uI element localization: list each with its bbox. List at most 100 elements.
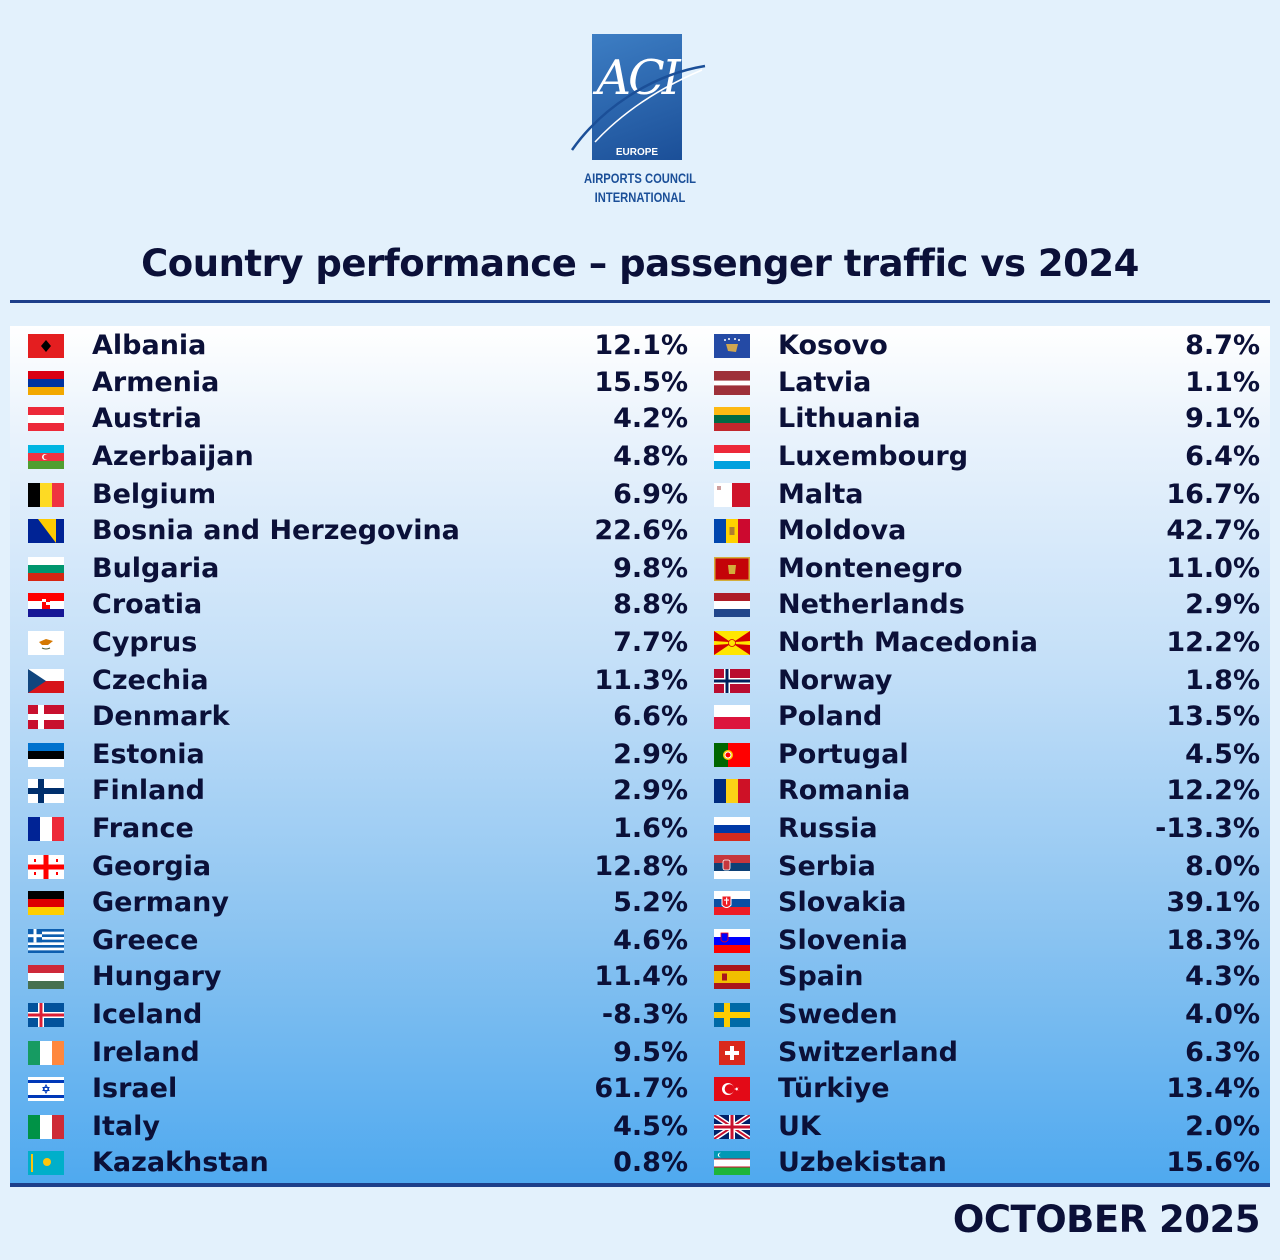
traffic-change-value: 9.8% (613, 553, 688, 584)
iceland-flag-icon (28, 1003, 64, 1027)
table-row-azerbaijan: Azerbaijan 4.8% (10, 439, 688, 475)
spain-flag-icon (714, 965, 750, 989)
country-name: Kazakhstan (92, 1147, 269, 1178)
logo-mark: ACI (596, 50, 680, 106)
traffic-change-value: 4.5% (613, 1111, 688, 1142)
table-row-germany: Germany 5.2% (10, 885, 688, 921)
table-row-uk: UK 2.0% (696, 1109, 1260, 1145)
table-row-switzerland: Switzerland 6.3% (696, 1035, 1260, 1071)
traffic-change-value: 16.7% (1166, 479, 1260, 510)
logo-line-1: AIRPORTS COUNCIL (584, 170, 696, 186)
traffic-change-value: 6.4% (1185, 441, 1260, 472)
lithuania-flag-icon (714, 407, 750, 431)
country-name: Denmark (92, 701, 230, 732)
traffic-change-value: 12.2% (1166, 775, 1260, 806)
greece-flag-icon (28, 929, 64, 953)
albania-flag-icon (28, 334, 64, 358)
period-label: OCTOBER 2025 (952, 1198, 1261, 1241)
table-row-iceland: Iceland -8.3% (10, 997, 688, 1033)
denmark-flag-icon (28, 705, 64, 729)
traffic-change-value: 11.3% (594, 665, 688, 696)
traffic-change-value: 1.6% (613, 813, 688, 844)
moldova-flag-icon (714, 519, 750, 543)
country-name: Luxembourg (778, 441, 969, 472)
table-row-croatia: Croatia 8.8% (10, 587, 688, 623)
traffic-change-value: 5.2% (613, 887, 688, 918)
country-name: Netherlands (778, 589, 965, 620)
table-row-finland: Finland 2.9% (10, 773, 688, 809)
country-name: Estonia (92, 739, 205, 770)
czechia-flag-icon (28, 669, 64, 693)
traffic-change-value: 2.0% (1185, 1111, 1260, 1142)
france-flag-icon (28, 817, 64, 841)
country-name: Germany (92, 887, 229, 918)
traffic-change-value: 4.6% (613, 925, 688, 956)
turkiye-flag-icon (714, 1077, 750, 1101)
country-name: Serbia (778, 851, 876, 882)
country-name: Slovenia (778, 925, 908, 956)
country-name: Iceland (92, 999, 203, 1030)
country-name: Ireland (92, 1037, 200, 1068)
table-row-spain: Spain 4.3% (696, 959, 1260, 995)
bosnia-flag-icon (28, 519, 64, 543)
country-name: Bosnia and Herzegovina (92, 515, 460, 546)
traffic-change-value: 4.2% (613, 403, 688, 434)
table-row-poland: Poland 13.5% (696, 699, 1260, 735)
table-row-turkiye: Türkiye 13.4% (696, 1071, 1260, 1107)
swoosh-icon (570, 64, 706, 151)
country-name: Bulgaria (92, 553, 220, 584)
table-row-malta: Malta 16.7% (696, 477, 1260, 513)
left-column: Albania 12.1% Armenia 15.5% Austria 4.2% Azerb… (10, 326, 688, 1183)
traffic-change-value: 11.0% (1166, 553, 1260, 584)
slovakia-flag-icon (714, 891, 750, 915)
traffic-change-value: 9.5% (613, 1037, 688, 1068)
netherlands-flag-icon (714, 593, 750, 617)
table-row-north-macedonia: North Macedonia 12.2% (696, 625, 1260, 661)
hungary-flag-icon (28, 965, 64, 989)
traffic-change-value: 15.6% (1166, 1147, 1260, 1178)
traffic-change-value: 1.8% (1185, 665, 1260, 696)
table-row-sweden: Sweden 4.0% (696, 997, 1260, 1033)
table-row-italy: Italy 4.5% (10, 1109, 688, 1145)
austria-flag-icon (28, 407, 64, 431)
table-row-russia: Russia -13.3% (696, 811, 1260, 847)
traffic-change-value: 42.7% (1166, 515, 1260, 546)
country-name: Azerbaijan (92, 441, 254, 472)
traffic-change-value: 12.2% (1166, 627, 1260, 658)
country-name: Montenegro (778, 553, 963, 584)
table-row-slovakia: Slovakia 39.1% (696, 885, 1260, 921)
bulgaria-flag-icon (28, 557, 64, 581)
country-name: Croatia (92, 589, 203, 620)
logo-region: EUROPE (615, 147, 659, 158)
bottom-divider (10, 1183, 1270, 1187)
table-row-denmark: Denmark 6.6% (10, 699, 688, 735)
country-name: Russia (778, 813, 878, 844)
table-row-hungary: Hungary 11.4% (10, 959, 688, 995)
portugal-flag-icon (714, 743, 750, 767)
traffic-change-value: -8.3% (601, 999, 688, 1030)
country-name: Italy (92, 1111, 161, 1142)
traffic-change-value: 6.9% (613, 479, 688, 510)
table-row-israel: Israel 61.7% (10, 1071, 688, 1107)
poland-flag-icon (714, 705, 750, 729)
traffic-change-value: 61.7% (594, 1073, 688, 1104)
table-row-romania: Romania 12.2% (696, 773, 1260, 809)
switzerland-flag-icon (714, 1041, 750, 1065)
traffic-change-value: 8.7% (1185, 330, 1260, 361)
table-row-kosovo: Kosovo 8.7% (696, 328, 1260, 364)
north-macedonia-flag-icon (714, 631, 750, 655)
country-name: Austria (92, 403, 202, 434)
country-table: Albania 12.1% Armenia 15.5% Austria 4.2% Azerb… (10, 326, 1270, 1183)
slovenia-flag-icon (714, 929, 750, 953)
aci-europe-logo: ACI EUROPE AIRPORTS COUNCIL INTERNATIONA… (560, 30, 720, 212)
logo-line-2: INTERNATIONAL (594, 189, 686, 205)
table-row-ireland: Ireland 9.5% (10, 1035, 688, 1071)
country-name: Israel (92, 1073, 178, 1104)
germany-flag-icon (28, 891, 64, 915)
country-name: Czechia (92, 665, 209, 696)
table-row-slovenia: Slovenia 18.3% (696, 923, 1260, 959)
azerbaijan-flag-icon (28, 445, 64, 469)
table-row-serbia: Serbia 8.0% (696, 849, 1260, 885)
luxembourg-flag-icon (714, 445, 750, 469)
country-name: Armenia (92, 367, 220, 398)
